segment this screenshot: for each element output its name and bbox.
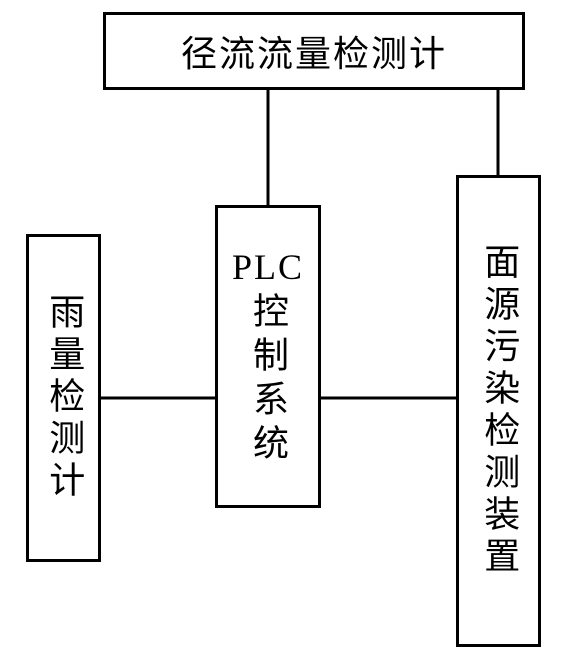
node-center: PLC 控制系统 [215,205,321,508]
node-center-latin: PLC [232,246,304,288]
node-right-label: 面源污染检测装置 [479,243,519,579]
node-left: 雨量检测计 [26,234,101,562]
node-left-label: 雨量检测计 [44,293,84,503]
node-center-cn: 控制系统 [242,292,294,468]
node-top-label: 径流流量检测计 [181,25,447,77]
node-right: 面源污染检测装置 [456,175,541,647]
node-center-label: PLC 控制系统 [232,246,304,468]
node-top: 径流流量检测计 [103,12,525,90]
